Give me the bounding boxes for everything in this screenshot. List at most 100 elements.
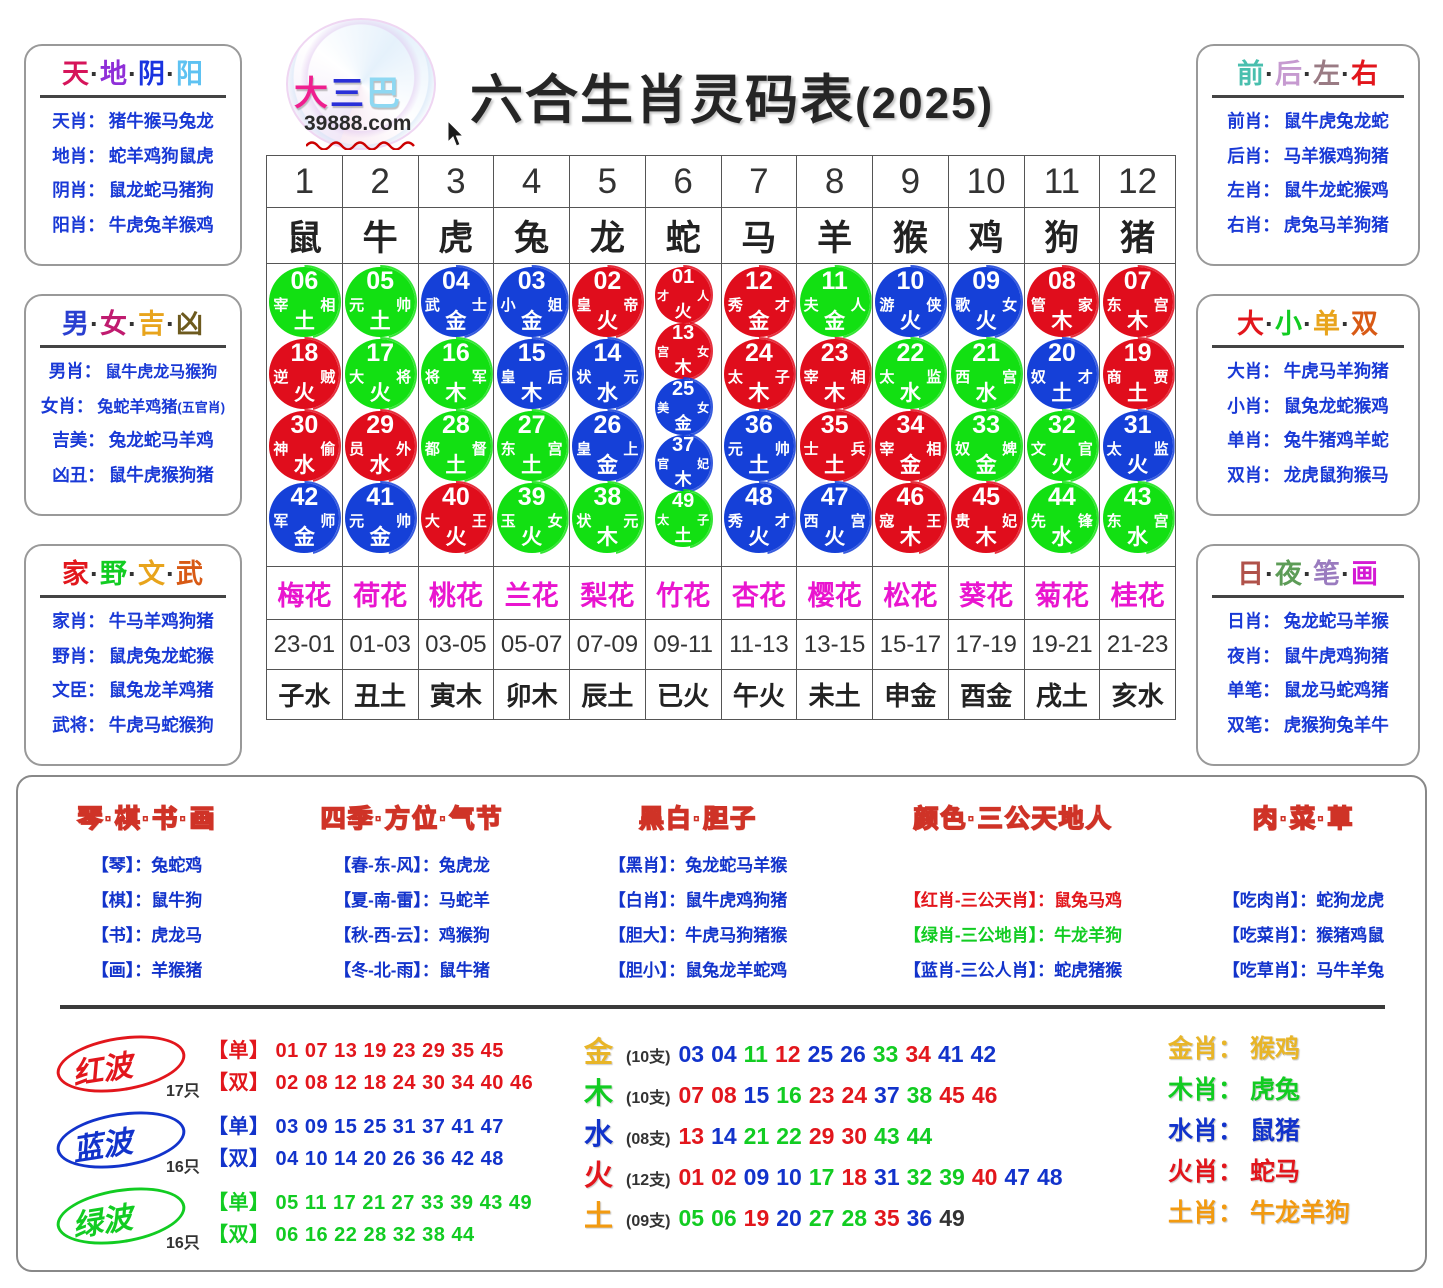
element-count: (10支) bbox=[626, 1090, 671, 1107]
number-ball[interactable]: 39 玉 女火 bbox=[496, 483, 567, 553]
number-ball[interactable]: 15 皇 后木 bbox=[496, 339, 567, 409]
number-ball[interactable]: 27 东 宫土 bbox=[496, 411, 567, 481]
number-ball[interactable]: 07 东 宫木 bbox=[1102, 267, 1173, 337]
number-ball[interactable]: 09 歌 女火 bbox=[951, 267, 1022, 337]
number-ball[interactable]: 36 元 帅土 bbox=[723, 411, 794, 481]
number-ball[interactable]: 37 官 妃木 bbox=[655, 435, 712, 491]
number-ball[interactable]: 17 大 将火 bbox=[345, 339, 416, 409]
column-number: 1 2 3 4 5 6 7 8 9 10 11 12 bbox=[266, 155, 1176, 208]
ball-right-label: 宫 bbox=[547, 441, 563, 458]
element-number: 17 bbox=[808, 1164, 835, 1190]
number-ball[interactable]: 24 太 子木 bbox=[723, 339, 794, 409]
ball-left-label: 官 bbox=[657, 457, 670, 471]
wave-numbers: 【单】 01 07 13 19 23 29 35 45 【双】 02 08 12 … bbox=[208, 1035, 533, 1100]
ball-number: 18 bbox=[290, 339, 319, 367]
title-char: · bbox=[128, 309, 138, 339]
stem-branch-cell: 丑土 bbox=[341, 669, 419, 720]
number-ball[interactable]: 45 贵 妃木 bbox=[951, 483, 1022, 553]
info-box-box-qhzy: 前·后·左·右 前肖： 鼠牛虎兔龙蛇 后肖： 马羊猴鸡狗猪 左肖： 鼠牛龙蛇猴鸡 右肖： 虎兔马… bbox=[1196, 44, 1420, 266]
category-line: 【春-东-风】：兔虎龙 bbox=[334, 856, 490, 875]
number-ball[interactable]: 47 西 宫火 bbox=[799, 483, 870, 553]
number-ball[interactable]: 40 大 王火 bbox=[420, 483, 491, 553]
number-ball[interactable]: 13 宫 女木 bbox=[655, 322, 712, 379]
number-ball[interactable]: 48 秀 才火 bbox=[723, 483, 794, 553]
ball-number: 15 bbox=[517, 339, 546, 367]
number-ball[interactable]: 41 元 帅金 bbox=[345, 483, 416, 553]
number-ball[interactable]: 05 元 帅土 bbox=[345, 267, 416, 337]
wave-count: 16只 bbox=[166, 1159, 200, 1176]
ball-stack: 05 元帅土 17 大将火 29 员外水 41 元帅金 bbox=[343, 267, 418, 553]
number-ball[interactable]: 01 才 人火 bbox=[655, 267, 712, 323]
number-ball[interactable]: 43 东 宫水 bbox=[1102, 483, 1173, 553]
ball-left-label: 商 bbox=[1106, 369, 1122, 386]
number-ball[interactable]: 33 奴 婢金 bbox=[951, 411, 1022, 481]
number-ball[interactable]: 42 军 师金 bbox=[269, 483, 340, 553]
ball-element: 木 bbox=[521, 382, 543, 405]
ball-number: 46 bbox=[896, 483, 925, 511]
element-number: 29 bbox=[808, 1123, 835, 1149]
number-ball[interactable]: 26 皇 上金 bbox=[572, 411, 643, 481]
info-box-title: 家·野·文·武 bbox=[36, 552, 230, 593]
number-ball[interactable]: 18 逆 贼火 bbox=[269, 339, 340, 409]
number-ball[interactable]: 19 商 贾土 bbox=[1102, 339, 1173, 409]
number-ball[interactable]: 46 寇 王木 bbox=[875, 483, 946, 553]
zodiac-name-cell: 狗 bbox=[1023, 207, 1101, 264]
number-ball[interactable]: 14 状 元水 bbox=[572, 339, 643, 409]
number-ball[interactable]: 25 美 女金 bbox=[655, 379, 712, 435]
info-row: 日肖： 兔龙蛇马羊猴 bbox=[1208, 604, 1408, 639]
category-line: 【蓝肖-三公人肖】：蛇虎猪猴 bbox=[903, 960, 1123, 980]
number-ball[interactable]: 20 奴 才土 bbox=[1026, 339, 1097, 409]
ball-right-label: 监 bbox=[926, 369, 942, 386]
ball-element: 水 bbox=[899, 382, 921, 405]
info-box-box-dxsd: 大·小·单·双 大肖： 牛虎马羊狗猪 小肖： 鼠兔龙蛇猴鸡 单肖： 兔牛猪鸡羊蛇 双肖： 龙虎鼠… bbox=[1196, 294, 1420, 516]
ball-element: 火 bbox=[293, 382, 315, 405]
number-ball[interactable]: 23 宰 相木 bbox=[799, 339, 870, 409]
info-row: 夜肖： 鼠牛虎鸡狗猪 bbox=[1208, 639, 1408, 674]
element-number: 16 bbox=[776, 1082, 802, 1108]
ball-number: 43 bbox=[1123, 483, 1152, 511]
info-row: 小肖： 鼠兔龙蛇猴鸡 bbox=[1208, 389, 1408, 424]
number-ball[interactable]: 28 都 督土 bbox=[420, 411, 491, 481]
number-ball[interactable]: 32 文 官火 bbox=[1026, 411, 1097, 481]
number-ball[interactable]: 34 宰 相金 bbox=[875, 411, 946, 481]
ball-element: 土 bbox=[1051, 382, 1073, 405]
number-ball[interactable]: 12 秀 才金 bbox=[723, 267, 794, 337]
title-char: 地 bbox=[100, 59, 128, 89]
number-ball[interactable]: 29 员 外水 bbox=[345, 411, 416, 481]
ball-right-label: 宫 bbox=[1002, 369, 1018, 386]
number-ball[interactable]: 31 太 监火 bbox=[1102, 411, 1173, 481]
number-ball[interactable]: 04 武 士金 bbox=[420, 267, 491, 337]
number-ball[interactable]: 11 夫 人金 bbox=[799, 267, 870, 337]
column-number-cell: 9 bbox=[872, 155, 949, 208]
ball-right-label: 女 bbox=[1002, 297, 1018, 314]
ball-right-label: 才 bbox=[1077, 369, 1093, 386]
number-ball[interactable]: 03 小 姐金 bbox=[496, 267, 567, 337]
number-ball[interactable]: 44 先 锋水 bbox=[1026, 483, 1097, 553]
ball-element: 金 bbox=[596, 454, 618, 477]
number-ball[interactable]: 08 管 家木 bbox=[1026, 267, 1097, 337]
ball-number: 10 bbox=[896, 267, 925, 295]
time-range-cell: 13-15 bbox=[796, 619, 873, 670]
ball-number: 13 bbox=[672, 322, 695, 344]
number-ball[interactable]: 49 太 子土 bbox=[655, 491, 712, 547]
ball-element: 水 bbox=[369, 454, 391, 477]
ball-stack: 01 才人火 13 宫女木 25 美女金 37 官妃木 49 太子土 bbox=[646, 267, 721, 547]
element-number: 13 bbox=[678, 1123, 705, 1149]
number-ball[interactable]: 38 状 元木 bbox=[572, 483, 643, 553]
number-ball[interactable]: 16 将 军木 bbox=[420, 339, 491, 409]
ball-left-label: 玉 bbox=[500, 513, 516, 530]
element-number: 43 bbox=[874, 1123, 900, 1149]
number-ball[interactable]: 30 神 偷水 bbox=[269, 411, 340, 481]
time-range-cell: 03-05 bbox=[417, 619, 495, 670]
category-heading: 琴·棋·书·画 bbox=[77, 804, 217, 834]
number-ball[interactable]: 21 西 宫水 bbox=[951, 339, 1022, 409]
number-ball[interactable]: 10 游 侠火 bbox=[875, 267, 946, 337]
number-ball[interactable]: 22 太 监水 bbox=[875, 339, 946, 409]
element-number: 31 bbox=[874, 1164, 900, 1190]
number-ball[interactable]: 06 宰 相土 bbox=[269, 267, 340, 337]
info-box-title: 天·地·阴·阳 bbox=[36, 52, 230, 93]
info-row-suffix: (五官肖) bbox=[177, 399, 226, 415]
number-ball[interactable]: 02 皇 帝火 bbox=[572, 267, 643, 337]
ball-right-label: 宫 bbox=[1153, 297, 1169, 314]
number-ball[interactable]: 35 士 兵土 bbox=[799, 411, 870, 481]
